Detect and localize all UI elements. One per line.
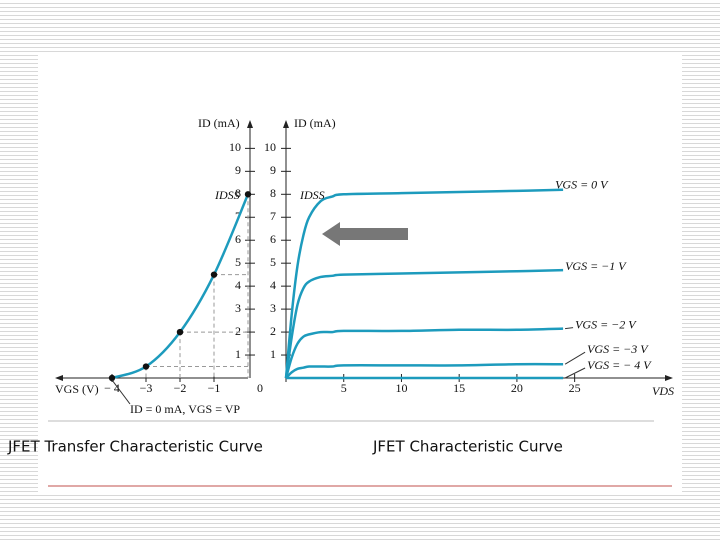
point [244,191,252,198]
y-tick-label: 9 [235,163,241,177]
point [210,271,218,278]
x-tick-label: −3 [140,381,153,395]
point [176,328,184,336]
y-tick-label: 4 [270,278,276,292]
y-tick-label: 6 [235,232,241,246]
curve [284,327,564,379]
x-tick-label: −1 [208,381,221,395]
x-axis-label: VDS [652,384,674,398]
leader [111,379,131,405]
x-tick-label: 25 [569,381,581,395]
series-label: VGS = − 4 V [587,358,652,372]
x-tick-label: 15 [453,381,465,395]
arrow [322,222,408,246]
y-tick-label: 10 [264,140,276,154]
y-tick-label: 3 [270,301,276,315]
y-tick-label: 9 [270,163,276,177]
point [108,374,116,382]
x-tick-label: 0 [257,381,263,395]
y-tick-label: 1 [235,347,241,361]
axis-arrow [55,375,63,381]
x-tick-label: 10 [395,381,407,395]
y-tick-label: 2 [270,324,276,338]
annotation: IDSS [214,188,240,202]
curve [284,188,564,379]
x-tick-label: −2 [174,381,187,395]
y-tick-label: 8 [270,186,276,200]
series-label: VGS = −1 V [565,259,627,273]
series-label: VGS = −3 V [587,342,649,356]
x-tick-label: − 4 [104,381,120,395]
x-tick-label: 20 [511,381,523,395]
curve [285,362,564,379]
curve [111,193,250,380]
y-tick-label: 7 [270,209,276,223]
annotation: ID = 0 mA, VGS = VP [130,402,240,416]
axis-arrow [665,375,673,381]
caption: JFET Characteristic Curve [372,438,563,456]
y-tick-label: 2 [235,324,241,338]
axis-arrow [283,120,289,128]
series-label: VGS = 0 V [555,177,609,191]
x-tick-label: 5 [341,381,347,395]
y-tick-label: 3 [235,301,241,315]
axis-arrow [247,120,253,128]
annotation: IDSS [299,188,325,202]
leader [565,327,574,330]
x-axis-label: VGS (V) [55,382,99,396]
y-axis-label: ID (mA) [294,116,336,130]
y-tick-label: 5 [270,255,276,269]
y-tick-label: 8 [235,186,241,200]
y-axis-label: ID (mA) [198,116,240,130]
y-tick-label: 4 [235,278,241,292]
point [142,363,150,370]
caption: JFET Transfer Characteristic Curve [7,438,263,456]
curve [284,268,564,379]
y-tick-label: 10 [229,140,241,154]
y-tick-label: 5 [235,255,241,269]
leader [564,367,586,379]
leader [564,351,586,365]
y-tick-label: 1 [270,347,276,361]
series-label: VGS = −2 V [575,317,637,331]
y-tick-label: 6 [270,232,276,246]
